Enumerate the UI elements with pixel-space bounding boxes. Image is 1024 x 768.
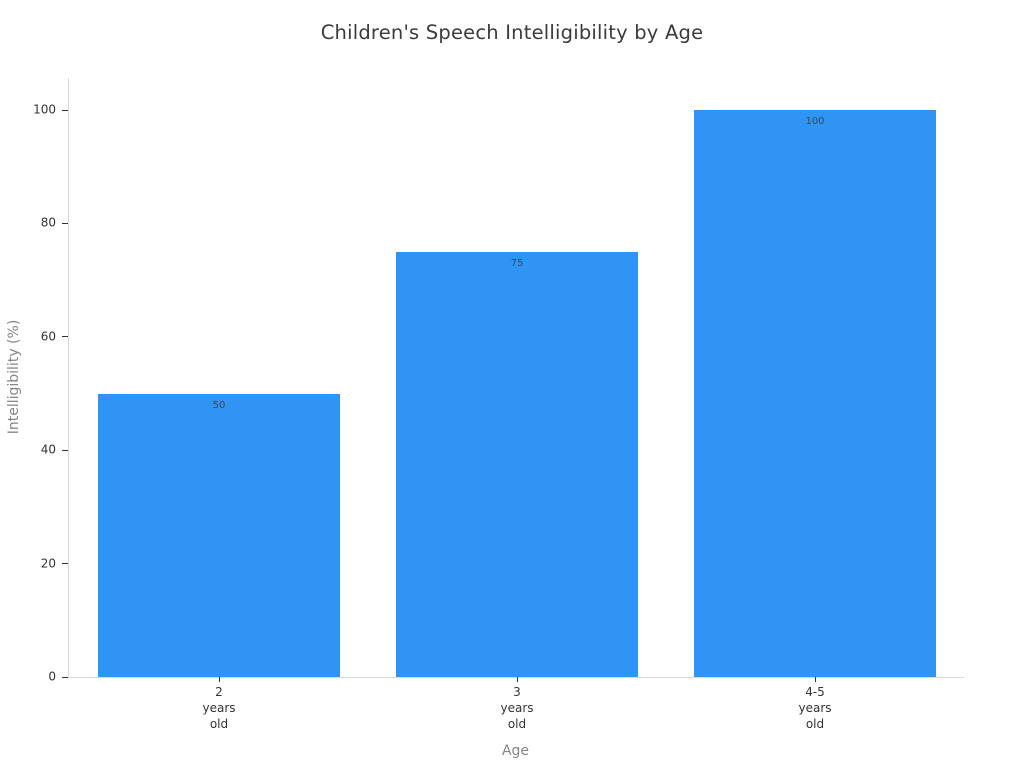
y-tick-label: 0 (48, 669, 56, 684)
y-tick-mark (62, 676, 68, 678)
y-tick-label: 60 (40, 329, 56, 344)
plot-area: 0 20 40 60 80 100 50 2 years old 75 3 years old 10… (33, 78, 964, 731)
x-axis-title: Age (501, 743, 530, 759)
y-tick-mark (62, 563, 68, 565)
bar-3-years-old: 75 (396, 251, 638, 677)
y-tick-label: 80 (40, 216, 56, 231)
y-tick-mark (62, 222, 68, 224)
x-tick-label: 2 years old (202, 685, 236, 731)
bar-value-label: 50 (212, 399, 226, 411)
y-tick-label: 20 (40, 556, 56, 571)
y-tick-label: 40 (40, 442, 56, 457)
bar-2-years-old: 50 (98, 393, 340, 677)
bar-4-5-years-old: 100 (694, 110, 936, 677)
y-tick-mark (62, 449, 68, 451)
y-tick-mark (62, 336, 68, 338)
y-axis-title: Intelligibility (%) (6, 319, 22, 435)
bar-value-label: 100 (805, 116, 825, 127)
x-tick-mark (516, 677, 518, 682)
y-tick-label: 100 (33, 102, 56, 117)
chart-title: Children's Speech Intelligibility by Age (320, 21, 704, 44)
y-tick-mark (62, 109, 68, 111)
x-tick-label: 4-5 years old (798, 685, 832, 731)
x-tick-label: 3 years old (500, 685, 534, 731)
bar-value-label: 75 (510, 257, 524, 269)
x-tick-mark (218, 677, 220, 682)
x-tick-mark (814, 677, 816, 682)
